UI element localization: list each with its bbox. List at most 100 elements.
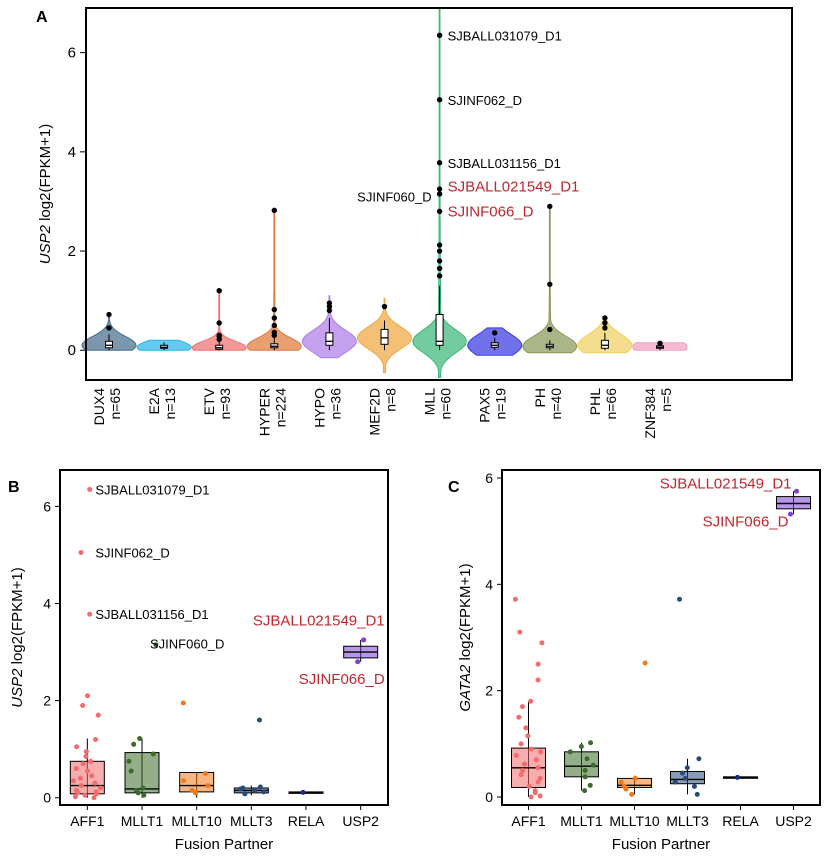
outlier-point	[271, 207, 277, 214]
data-point	[242, 791, 248, 797]
outlier-point	[436, 248, 443, 254]
x-category-label-znf384: ZNF384	[642, 388, 658, 439]
data-point	[87, 486, 93, 492]
x-category-label-mllt3: MLLT3	[666, 813, 709, 829]
x-count-label-dux4: n=65	[107, 388, 123, 420]
data-point	[73, 766, 79, 772]
y-axis-label-a: USP2 log2(FPKM+1)	[37, 124, 54, 264]
y-axis-label-b-units: log2(FPKM+1)	[9, 567, 26, 668]
data-point	[82, 792, 88, 798]
data-point	[261, 789, 267, 795]
x-category-label-rela: RELA	[288, 813, 325, 829]
x-category-label-ph: PH	[532, 388, 548, 407]
data-point	[88, 758, 94, 764]
data-point	[85, 693, 91, 699]
data-point	[137, 735, 143, 741]
plot-frame-a	[85, 7, 793, 381]
y-axis-label-b: USP2 log2(FPKM+1)	[9, 567, 26, 707]
plot-frame-c	[501, 469, 821, 806]
panel-a: A 0 2 4 6 USP2 log2(FPKM+1) DUX4 n=65 E2A n=13 ETV…	[36, 7, 793, 439]
data-point	[535, 765, 541, 771]
outlier-point	[436, 265, 443, 272]
x-category-label-mllt10: MLLT10	[172, 813, 223, 829]
outlier-point	[216, 332, 222, 339]
data-point	[794, 488, 799, 494]
x-category-label-aff1: AFF1	[70, 813, 104, 829]
data-point	[535, 661, 541, 667]
panel-c: C 0 2 4 6 GATA2 log2(FPKM+1) AFF1 MLLT1 MLLT10 ML…	[448, 469, 821, 853]
data-point	[516, 714, 522, 720]
outlier-point	[106, 325, 112, 331]
outlier-point	[602, 320, 608, 326]
data-point	[128, 768, 134, 774]
data-point	[621, 783, 627, 789]
data-point	[520, 704, 526, 710]
data-point	[535, 779, 541, 785]
annotation-label: SJINF066_D	[448, 203, 534, 220]
panel-label-c: C	[448, 479, 460, 496]
y-axis-label-c: GATA2 log2(FPKM+1)	[457, 563, 474, 711]
data-point	[672, 779, 678, 785]
outlier-point	[436, 258, 443, 264]
panel-b: B 0 2 4 6 USP2 log2(FPKM+1) AFF1 MLLT1 MLLT10 MLL…	[8, 469, 389, 853]
data-point	[240, 785, 246, 791]
data-point	[92, 780, 98, 786]
y-axis-label-c-gene: GATA2	[457, 664, 474, 712]
data-point	[83, 749, 89, 755]
box-mll	[435, 314, 444, 346]
data-point	[694, 791, 700, 797]
y-tick-label-b: 0	[43, 790, 51, 806]
outlier-point	[547, 203, 553, 210]
data-point	[355, 659, 361, 665]
annotation-label: SJBALL031156_D1	[95, 607, 208, 622]
annotation-label: SJINF060_D	[150, 636, 224, 651]
data-point	[537, 793, 543, 799]
data-point	[87, 611, 93, 617]
box-mef2d	[380, 328, 389, 345]
outlier-point	[436, 32, 443, 38]
data-point	[202, 770, 208, 776]
data-point	[537, 775, 543, 781]
data-point	[189, 787, 195, 793]
data-point	[735, 774, 740, 780]
outlier-point	[271, 306, 277, 313]
x-count-label-e2a: n=13	[162, 388, 178, 420]
data-point	[513, 753, 519, 759]
data-point	[696, 756, 702, 762]
data-point	[618, 779, 624, 785]
violin-hyper	[246, 209, 302, 351]
y-axis-label-a-units: log2(FPKM+1)	[37, 124, 54, 225]
data-point	[587, 782, 593, 788]
x-count-label-hyper: n=224	[272, 388, 288, 428]
y-tick-label-a: 4	[68, 144, 76, 161]
data-point	[78, 775, 84, 781]
data-point	[257, 784, 263, 790]
data-point	[679, 770, 685, 776]
data-point	[80, 761, 86, 767]
box-dux4	[105, 340, 113, 349]
y-tick-label-c: 4	[485, 576, 493, 592]
outlier-point	[326, 307, 333, 314]
x-count-label-mef2d: n=8	[383, 388, 399, 412]
data-point	[256, 717, 262, 723]
data-point	[71, 778, 77, 784]
x-axis-title-b: Fusion Partner	[175, 836, 273, 853]
x-category-label-rela: RELA	[722, 813, 759, 829]
data-point	[642, 660, 648, 666]
outlier-point	[602, 325, 608, 331]
x-category-label-dux4: DUX4	[91, 388, 107, 426]
x-count-label-hypo: n=36	[327, 388, 343, 420]
data-point	[140, 785, 146, 791]
box-hypo	[325, 332, 334, 346]
panel-label-a: A	[36, 9, 48, 26]
data-point	[526, 783, 532, 789]
data-point	[684, 765, 690, 771]
data-point	[205, 783, 211, 789]
data-point	[95, 712, 101, 718]
x-category-label-phl: PHL	[587, 388, 603, 415]
y-axis-label-b-gene: USP2	[9, 668, 26, 708]
x-category-label-hypo: HYPO	[311, 388, 327, 428]
data-point	[520, 767, 526, 773]
outlier-point	[326, 300, 333, 306]
x-category-label-mll: MLL	[422, 388, 438, 415]
